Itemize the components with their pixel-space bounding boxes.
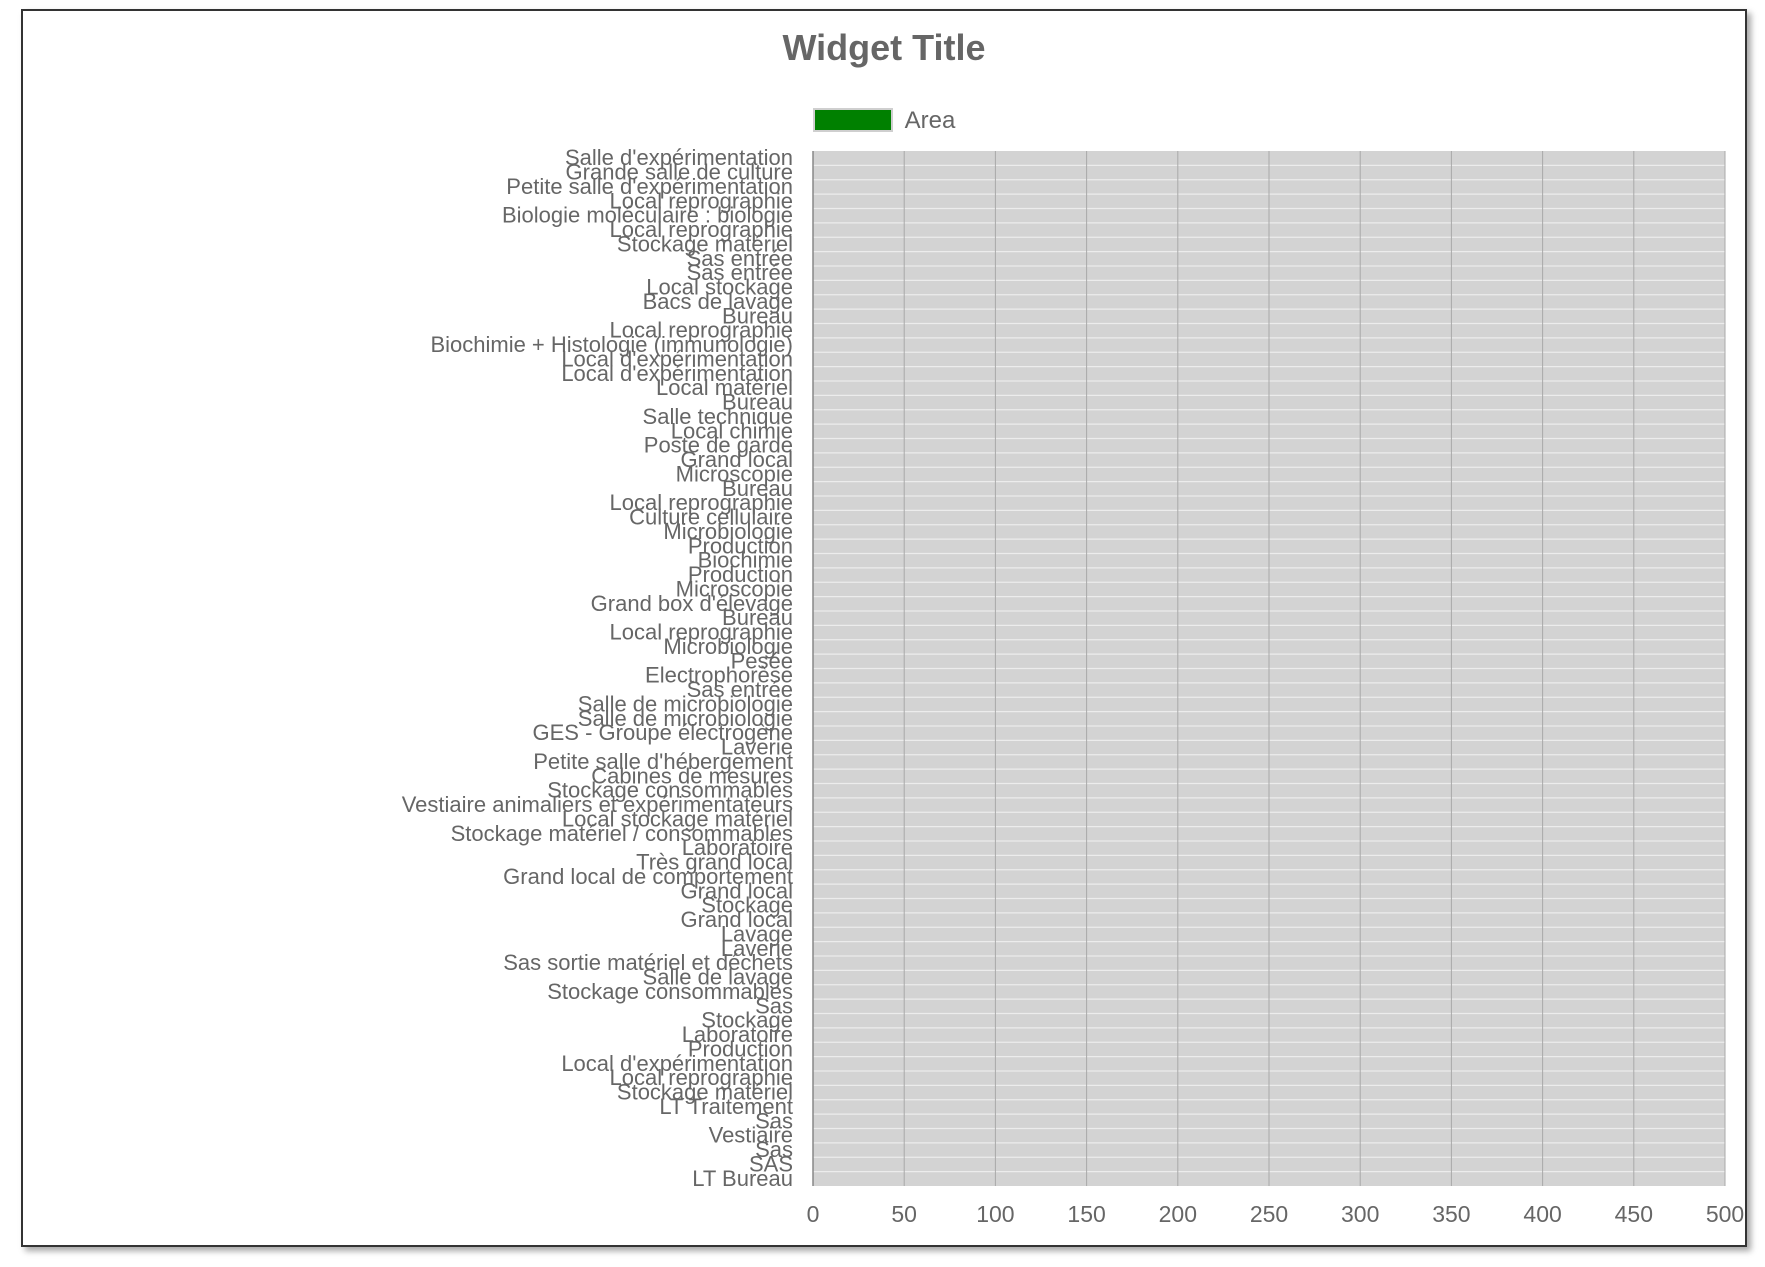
- category-label: Laverie: [721, 735, 793, 760]
- x-tick-label: 250: [1250, 1201, 1288, 1227]
- category-label: SAS: [749, 1151, 793, 1176]
- category-label: Stockage consommables: [547, 979, 793, 1004]
- category-label: Salle technique: [643, 404, 793, 429]
- category-label: Local reprographie: [610, 1065, 793, 1090]
- x-tick-label: 50: [891, 1201, 917, 1227]
- category-label: Local stockage matériel: [562, 806, 793, 831]
- category-label: Grand local: [680, 907, 793, 932]
- category-label: Grande salle de culture: [566, 160, 793, 185]
- category-label: Stockage matériel: [617, 1080, 793, 1105]
- legend-label-area[interactable]: Area: [904, 107, 956, 134]
- chart-title: Widget Title: [782, 27, 986, 68]
- category-label: Sas: [755, 993, 793, 1018]
- category-label: Bureau: [722, 303, 793, 328]
- category-label: Laverie: [721, 936, 793, 961]
- category-label: Biochimie: [698, 548, 793, 573]
- category-label: Stockage: [701, 893, 793, 918]
- category-label: Sas: [755, 1108, 793, 1133]
- category-label: Grand local de comportement: [503, 864, 793, 889]
- category-label: Sas sortie matériel et déchets: [503, 950, 793, 975]
- category-label: Microscopie: [676, 461, 793, 486]
- category-label: Local d'expérimentation: [561, 346, 793, 371]
- category-label: Poste de garde: [644, 433, 793, 458]
- category-label: Bureau: [722, 390, 793, 415]
- category-label: Sas entrée: [687, 260, 793, 285]
- category-label: Sas: [755, 1137, 793, 1162]
- category-label: Vestiaire animaliers et expérimentateurs: [402, 792, 793, 817]
- category-label: Biochimie + Histologie (immunologie): [430, 332, 793, 357]
- category-label: Salle de microbiologie: [578, 691, 793, 716]
- category-label: Grand local: [680, 878, 793, 903]
- category-label: Microbiologie: [663, 634, 793, 659]
- category-label: Local reprographie: [610, 490, 793, 515]
- category-label: Local stockage: [646, 275, 793, 300]
- category-label: LT Traitement: [659, 1094, 793, 1119]
- category-label: Local reprographie: [610, 217, 793, 242]
- x-tick-label: 100: [976, 1201, 1014, 1227]
- category-label: Stockage consommables: [547, 778, 793, 803]
- category-label: Salle de microbiologie: [578, 706, 793, 731]
- category-label: Biologie moléculaire : biologie: [502, 203, 793, 228]
- x-tick-label: 500: [1706, 1201, 1744, 1227]
- category-label: Grand local: [680, 447, 793, 472]
- category-label: Pesée: [731, 648, 793, 673]
- category-label: Bureau: [722, 605, 793, 630]
- bar-chart: 0 50 100 150 200 250 300 350 400 450 500 Salle d'ex…: [402, 145, 1744, 1227]
- category-label: Cabines de mesures: [591, 763, 793, 788]
- category-label: Local d'expérimentation: [561, 1051, 793, 1076]
- category-label: Culture cellulaire: [629, 505, 793, 530]
- category-label: Production: [688, 1036, 793, 1061]
- category-label: Salle de lavage: [643, 965, 793, 990]
- category-label: Bacs de lavage: [643, 289, 793, 314]
- category-label: Local d'expérimentation: [561, 361, 793, 386]
- x-tick-label: 200: [1159, 1201, 1197, 1227]
- category-label: Electrophorèse: [645, 663, 793, 688]
- category-label: Local chimie: [671, 418, 793, 443]
- category-label: Local reprographie: [610, 318, 793, 343]
- category-label: Petite salle d'expérimentation: [506, 174, 793, 199]
- category-label: Vestiaire: [709, 1123, 793, 1148]
- chart-widget: Widget Title Area 0 50 100 150 200 250 300 350 4…: [21, 9, 1747, 1247]
- category-label: Stockage: [701, 1008, 793, 1033]
- legend-swatch-area[interactable]: [812, 108, 893, 132]
- category-label: Microbiologie: [663, 519, 793, 544]
- category-label: Sas entrée: [687, 246, 793, 271]
- category-label: Laboratoire: [682, 835, 793, 860]
- x-tick-label: 150: [1067, 1201, 1105, 1227]
- x-tick-label: 350: [1432, 1201, 1470, 1227]
- category-label: Production: [688, 562, 793, 587]
- category-label: Stockage matériel: [617, 231, 793, 256]
- category-label: Stockage matériel / consommables: [451, 821, 793, 846]
- x-tick-label: 450: [1615, 1201, 1653, 1227]
- x-tick-label: 400: [1523, 1201, 1561, 1227]
- category-label: Bureau: [722, 476, 793, 501]
- category-label: Local reprographie: [610, 188, 793, 213]
- category-label: Sas entrée: [687, 677, 793, 702]
- category-label: Salle d'expérimentation: [565, 145, 793, 170]
- x-tick-label: 0: [807, 1201, 820, 1227]
- category-label: LT Bureau: [692, 1166, 793, 1191]
- category-label: Local reprographie: [610, 620, 793, 645]
- category-label: Microscopie: [676, 576, 793, 601]
- category-label: Grand box d'élevage: [591, 591, 793, 616]
- category-label: Lavage: [721, 921, 793, 946]
- category-label: Production: [688, 533, 793, 558]
- category-label: Très grand local: [636, 850, 793, 875]
- category-label: Local matériel: [656, 375, 793, 400]
- category-label: Laboratoire: [682, 1022, 793, 1047]
- legend[interactable]: Area: [23, 107, 1745, 135]
- x-tick-label: 300: [1341, 1201, 1379, 1227]
- category-label: GES - Groupe électrogène: [533, 720, 793, 745]
- category-label: Petite salle d'hébergement: [533, 749, 793, 774]
